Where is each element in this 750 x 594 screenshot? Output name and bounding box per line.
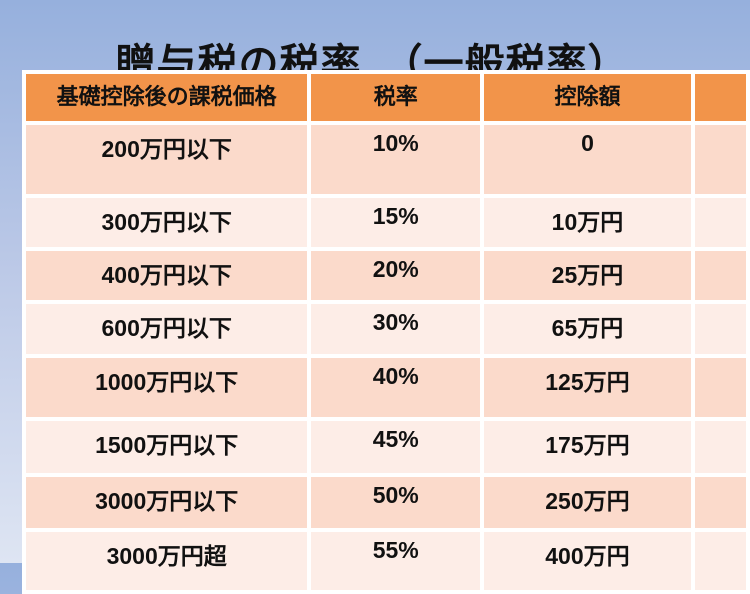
table-cell-rate: 15% [311,198,481,247]
table-row: 400万円以下 20% 25万円 [26,251,746,300]
table-cell-overflow [694,421,746,473]
table-cell-overflow [694,198,746,247]
table-body: 200万円以下 10% 0 300万円以下 15% 10万円 400万円以下 20% 25万円 6… [26,125,746,590]
table-cell-overflow [694,304,746,354]
table-cell-deduction: 25万円 [484,251,691,300]
column-header-taxable-amount: 基礎控除後の課税価格 [26,74,308,121]
table-cell-price: 600万円以下 [26,304,308,354]
table-cell-rate: 50% [311,477,481,528]
table-cell-overflow [694,532,746,590]
table-cell-overflow [694,477,746,528]
table-row: 1000万円以下 40% 125万円 [26,358,746,417]
table-row: 600万円以下 30% 65万円 [26,304,746,354]
table-cell-deduction: 125万円 [484,358,691,417]
table-row: 300万円以下 15% 10万円 [26,198,746,247]
table-cell-overflow [694,251,746,300]
table-row: 3000万円以下 50% 250万円 [26,477,746,528]
table-row: 1500万円以下 45% 175万円 [26,421,746,473]
column-header-tax-rate: 税率 [311,74,481,121]
table-header-row: 基礎控除後の課税価格 税率 控除額 [26,74,746,121]
table-cell-deduction: 175万円 [484,421,691,473]
table-cell-overflow [694,125,746,194]
table-cell-price: 300万円以下 [26,198,308,247]
table-cell-price: 1000万円以下 [26,358,308,417]
table-cell-price: 200万円以下 [26,125,308,194]
table-cell-rate: 30% [311,304,481,354]
column-header-deduction: 控除額 [484,74,691,121]
column-header-overflow [694,74,746,121]
table-cell-rate: 45% [311,421,481,473]
table-row: 3000万円超 55% 400万円 [26,532,746,590]
table-cell-rate: 55% [311,532,481,590]
table-cell-price: 1500万円以下 [26,421,308,473]
table-cell-price: 3000万円以下 [26,477,308,528]
table-row: 200万円以下 10% 0 [26,125,746,194]
table-cell-deduction: 400万円 [484,532,691,590]
table-cell-deduction: 250万円 [484,477,691,528]
table-cell-rate: 20% [311,251,481,300]
table-cell-rate: 40% [311,358,481,417]
table-cell-deduction: 65万円 [484,304,691,354]
table-cell-price: 3000万円超 [26,532,308,590]
tax-rate-table: 基礎控除後の課税価格 税率 控除額 200万円以下 10% 0 300万円以下 15% 1… [22,70,750,594]
table-cell-deduction: 0 [484,125,691,194]
table-cell-rate: 10% [311,125,481,194]
table-cell-deduction: 10万円 [484,198,691,247]
table-cell-overflow [694,358,746,417]
table-cell-price: 400万円以下 [26,251,308,300]
